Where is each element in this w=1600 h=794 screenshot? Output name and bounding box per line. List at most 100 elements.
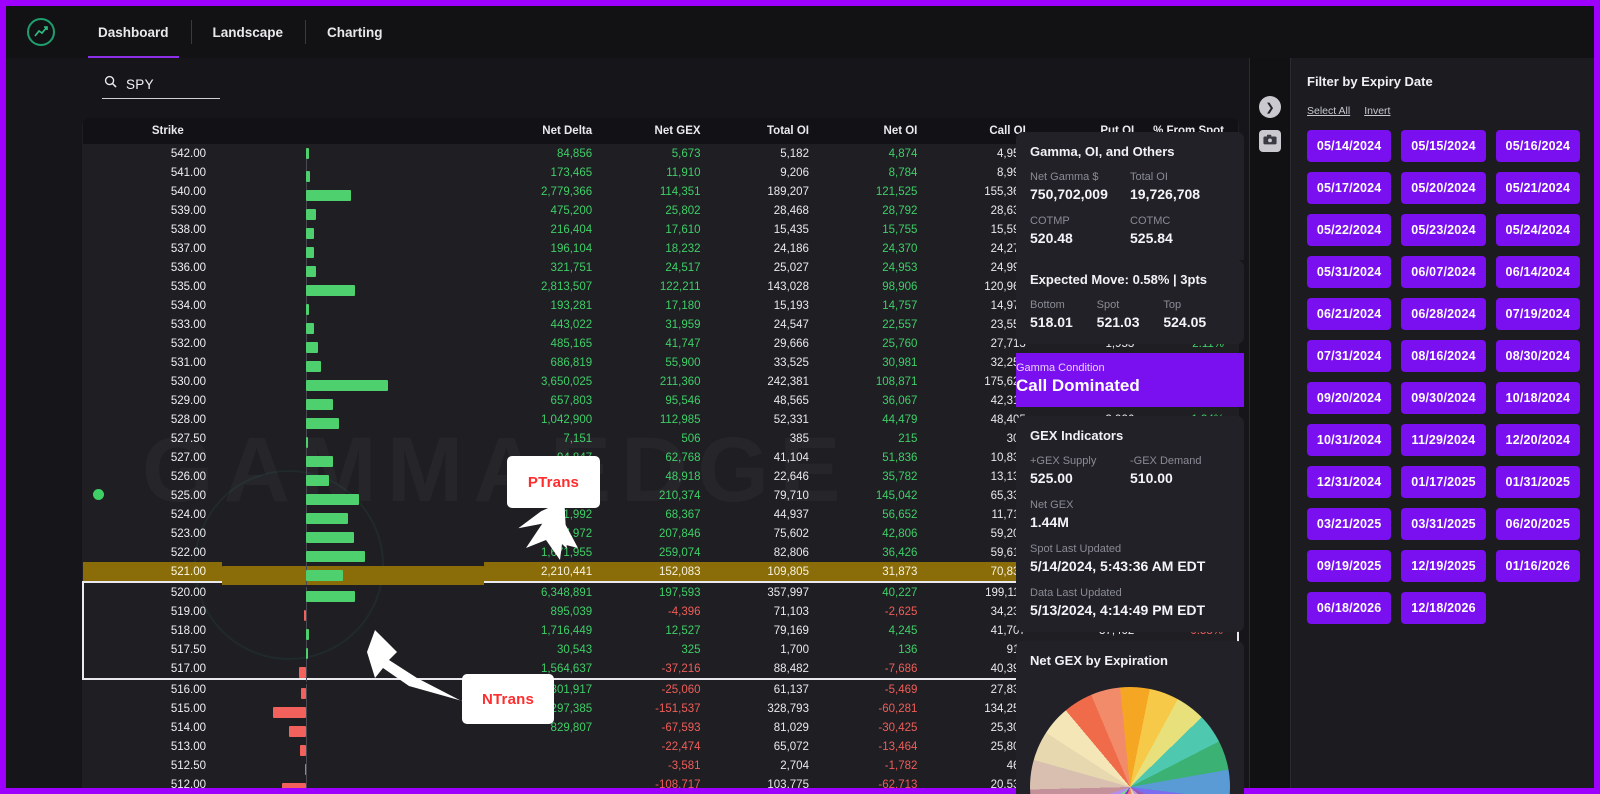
cell-net-oi: 145,042 (875, 489, 918, 502)
expiry-date-chip[interactable]: 12/18/2026 (1401, 592, 1486, 624)
cell-total-oi: 88,482 (700, 659, 809, 680)
expiry-date-chip[interactable]: 05/15/2024 (1401, 130, 1486, 162)
cell-net-oi: 51,836 (882, 451, 918, 464)
cell-net-gex: -67,593 (661, 721, 701, 734)
expiry-date-chip[interactable]: 07/31/2024 (1307, 340, 1392, 372)
row-marker-cell (82, 621, 114, 640)
col-strike[interactable]: Strike (113, 118, 223, 144)
expiry-date-chip[interactable]: 10/31/2024 (1307, 424, 1392, 456)
cell-net-delta: 686,819 (550, 356, 593, 369)
cell-net-delta (484, 737, 592, 756)
expiry-date-chip[interactable]: 01/31/2025 (1495, 466, 1580, 498)
cell-total-oi: 242,381 (767, 375, 809, 388)
expiry-date-chip[interactable]: 06/20/2025 (1495, 508, 1580, 540)
expiry-date-chip[interactable]: 05/17/2024 (1307, 172, 1392, 204)
net-gex-bar (306, 380, 388, 391)
select-all-link[interactable]: Select All (1307, 105, 1351, 117)
cell-call-oi: 23,552 (990, 318, 1026, 331)
table-row[interactable]: 517.00 1,564,637 -37,216 88,482 -7,686 40,398… (82, 659, 1239, 684)
expiry-date-chip[interactable]: 12/31/2024 (1307, 466, 1392, 498)
expiry-date-chip[interactable]: 09/30/2024 (1401, 382, 1486, 414)
table-row[interactable]: 528.00 1,042,900 112,985 52,331 44,479 48,405… (83, 410, 1238, 433)
cell-net-gex: 122,211 (659, 280, 701, 293)
cell-net-gex: 55,900 (665, 356, 701, 369)
em-top-stat: Top 524.05 (1163, 299, 1230, 330)
expiry-date-chip[interactable]: 06/07/2024 (1401, 256, 1486, 288)
row-marker-cell (83, 201, 114, 220)
expiry-date-chip[interactable]: 09/20/2024 (1307, 382, 1392, 414)
expiry-date-chip[interactable]: 05/24/2024 (1495, 214, 1580, 246)
expiry-date-chip[interactable]: 01/17/2025 (1401, 466, 1486, 498)
expiry-date-chip[interactable]: 06/14/2024 (1495, 256, 1580, 288)
cotmp-stat: COTMP 520.48 (1030, 215, 1130, 246)
cell-total-oi: 61,137 (773, 683, 809, 696)
expiry-date-chip[interactable]: 12/20/2024 (1495, 424, 1580, 456)
expiry-date-chip[interactable]: 07/19/2024 (1495, 298, 1580, 330)
tab-dashboard[interactable]: Dashboard (76, 6, 191, 58)
expiry-date-chip[interactable]: 05/22/2024 (1307, 214, 1392, 246)
cell-net-oi: 56,652 (882, 508, 918, 521)
tab-charting[interactable]: Charting (305, 6, 405, 58)
expiry-date-chip[interactable]: 12/19/2025 (1401, 550, 1486, 582)
cell-net-gex: 259,074 (658, 546, 701, 559)
cell-net-delta: 84,856 (556, 147, 593, 160)
expiry-date-chip[interactable]: 06/28/2024 (1401, 298, 1486, 330)
expiry-date-chip[interactable]: 05/20/2024 (1401, 172, 1486, 204)
cell-net-delta: 7,151 (563, 432, 593, 445)
app-logo[interactable] (6, 18, 76, 46)
col-net-gex[interactable]: Net GEX (592, 118, 701, 144)
expiry-date-chip[interactable]: 03/31/2025 (1401, 508, 1486, 540)
col-net-delta[interactable]: Net Delta (483, 118, 593, 144)
row-marker-cell (83, 372, 114, 391)
cell-call-oi: 4,958 (997, 147, 1026, 160)
ptrans-arrow (518, 500, 578, 560)
net-gex-bar (289, 726, 307, 737)
cell-net-gex: -151,537 (655, 702, 701, 715)
expiry-date-chip[interactable]: 08/16/2024 (1401, 340, 1486, 372)
col-call-oi[interactable]: Call OI (917, 118, 1026, 144)
expiry-date-grid: 05/14/2024 05/15/2024 05/16/2024 05/17/2024… (1307, 130, 1580, 624)
cell-net-gex: -37,216 (592, 659, 701, 680)
cell-net-delta: 3,650,025 (540, 375, 593, 388)
net-gex-bar (306, 570, 344, 581)
expiry-date-chip[interactable]: 03/21/2025 (1307, 508, 1392, 540)
search-input[interactable] (126, 76, 206, 92)
expiry-date-chip[interactable]: 05/14/2024 (1307, 130, 1392, 162)
cell-net-oi: 215 (898, 432, 918, 445)
expiry-date-chip[interactable]: 05/21/2024 (1495, 172, 1580, 204)
net-gamma-stat: Net Gamma $ 750,702,009 (1030, 171, 1130, 202)
expiry-date-chip[interactable]: 10/18/2024 (1495, 382, 1580, 414)
ticker-search-box[interactable] (102, 72, 220, 99)
net-gex-pie-chart[interactable] (1030, 687, 1230, 794)
expiry-date-chip[interactable]: 01/16/2026 (1495, 550, 1580, 582)
row-marker-cell (83, 699, 114, 718)
cell-strike: 517.00 (113, 659, 223, 680)
net-gex-bar (306, 648, 308, 659)
expiry-date-chip[interactable]: 06/21/2024 (1307, 298, 1392, 330)
invert-link[interactable]: Invert (1364, 105, 1391, 117)
net-gex-bar (299, 745, 307, 756)
expiry-date-chip[interactable]: 08/30/2024 (1495, 340, 1580, 372)
cell-net-gex: 506 (681, 432, 701, 445)
cell-bar (222, 625, 484, 644)
expiry-date-chip[interactable]: 05/31/2024 (1307, 256, 1392, 288)
filter-links: Select All Invert (1307, 105, 1580, 117)
expiry-date-chip[interactable]: 05/23/2024 (1401, 214, 1486, 246)
expiry-date-chip[interactable]: 05/16/2024 (1495, 130, 1580, 162)
cell-bar (222, 606, 484, 625)
expiry-date-chip[interactable]: 09/19/2025 (1307, 550, 1392, 582)
row-marker-cell (83, 258, 114, 277)
expand-panel-button[interactable]: ❯ (1259, 96, 1281, 118)
cell-net-oi: -30,425 (878, 721, 918, 734)
expiry-date-chip[interactable]: 06/18/2026 (1307, 592, 1392, 624)
cell-bar (222, 703, 484, 722)
tab-landscape-label: Landscape (212, 24, 284, 40)
tab-landscape[interactable]: Landscape (190, 6, 306, 58)
expiry-filter-pane: Filter by Expiry Date Select All Invert … (1291, 58, 1594, 788)
gex-indicators-title: GEX Indicators (1030, 428, 1124, 443)
expiry-date-chip[interactable]: 11/29/2024 (1401, 424, 1486, 456)
cell-total-oi: 65,072 (773, 740, 809, 753)
screenshot-button[interactable] (1259, 130, 1281, 152)
col-net-oi[interactable]: Net OI (808, 118, 918, 144)
col-total-oi[interactable]: Total OI (700, 118, 809, 144)
